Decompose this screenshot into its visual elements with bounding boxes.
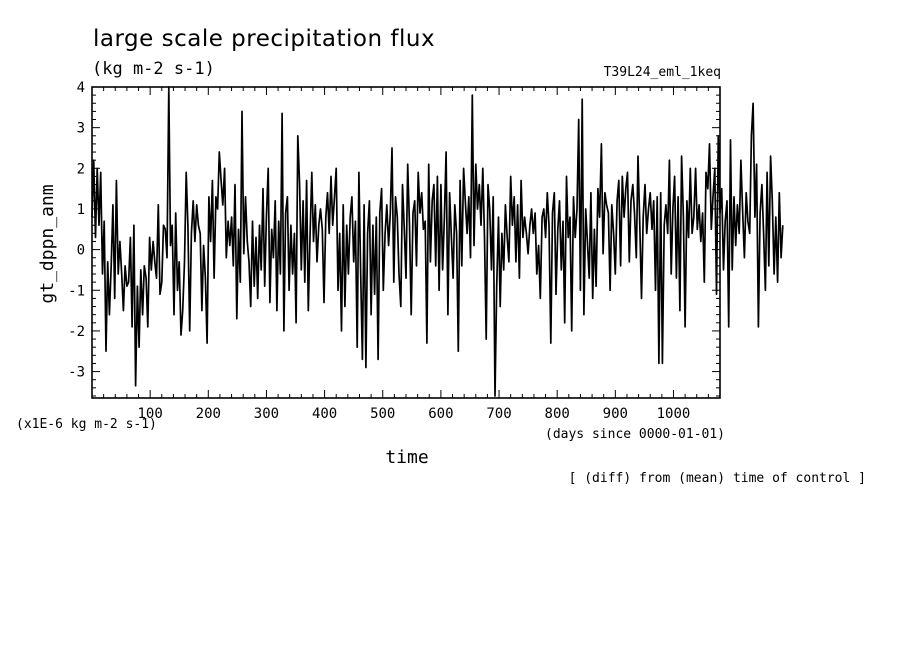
x-tick-label: 1000 bbox=[657, 406, 691, 422]
y-tick-label: 4 bbox=[77, 80, 85, 96]
y-tick-label: -2 bbox=[68, 324, 85, 340]
x-tick-label: 600 bbox=[428, 406, 453, 422]
x-tick-label: 300 bbox=[254, 406, 279, 422]
y-tick-label: 2 bbox=[77, 161, 85, 177]
x-units-note: (days since 0000-01-01) bbox=[545, 427, 725, 442]
y-tick-label: -1 bbox=[68, 283, 85, 299]
series-line bbox=[91, 86, 784, 397]
experiment-label: T39L24_eml_1keq bbox=[604, 65, 721, 80]
x-tick-label: 700 bbox=[486, 406, 511, 422]
y-tick-label: 0 bbox=[77, 243, 85, 259]
x-tick-label: 500 bbox=[370, 406, 395, 422]
x-axis-label: time bbox=[385, 447, 428, 468]
chart-units: (kg m-2 s-1) bbox=[92, 59, 215, 79]
y-tick-label: 1 bbox=[77, 202, 85, 218]
x-tick-label: 800 bbox=[545, 406, 570, 422]
x-tick-label: 900 bbox=[603, 406, 628, 422]
x-tick-label: 100 bbox=[137, 406, 162, 422]
y-tick-label: -3 bbox=[68, 365, 85, 381]
plot-area: 100 200 300 400 500 600 700 800 900 1000 -3 -2 -1 0 1 2… bbox=[68, 80, 784, 422]
y-scale-note: (x1E-6 kg m-2 s-1) bbox=[16, 417, 157, 432]
x-tick-label: 200 bbox=[196, 406, 221, 422]
y-axis-label: gt_dppn_anm bbox=[37, 184, 58, 303]
footer-note: [ (diff) from (mean) time of control ] bbox=[569, 471, 866, 486]
y-tick-label: 3 bbox=[77, 121, 85, 137]
chart-title: large scale precipitation flux bbox=[93, 26, 435, 52]
x-tick-label: 400 bbox=[312, 406, 337, 422]
